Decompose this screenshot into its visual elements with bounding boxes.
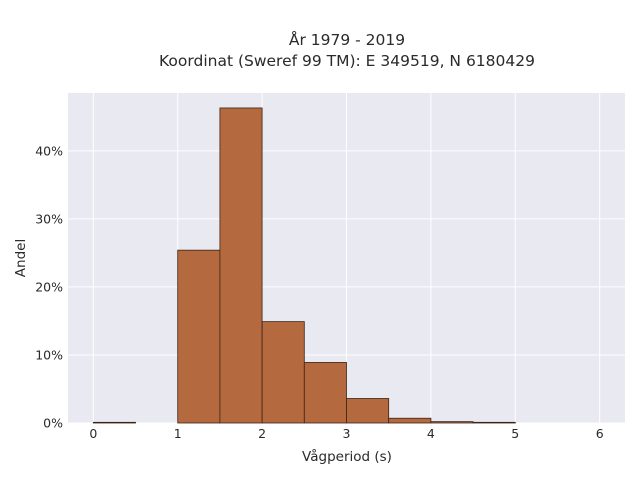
x-tick-label-0: 0 xyxy=(89,426,97,441)
chart-title-line-1: År 1979 - 2019 xyxy=(289,30,405,49)
x-tick-labels: 0 1 2 3 4 5 6 xyxy=(89,426,603,441)
histogram-bar-6 xyxy=(346,398,390,424)
y-tick-label-0: 0% xyxy=(43,416,63,431)
histogram-bar-5 xyxy=(303,362,347,424)
histogram-bar-9 xyxy=(472,421,516,424)
histogram-bar-3 xyxy=(219,107,263,424)
histogram-bar-4 xyxy=(261,321,305,424)
x-tick-label-2: 2 xyxy=(258,426,266,441)
histogram-bars xyxy=(92,107,516,424)
chart-title-line-2: Koordinat (Sweref 99 TM): E 349519, N 61… xyxy=(159,52,535,70)
histogram-bar-0 xyxy=(92,421,136,424)
x-tick-label-3: 3 xyxy=(343,426,351,441)
x-tick-label-6: 6 xyxy=(596,426,604,441)
histogram-bar-7 xyxy=(388,417,432,424)
x-tick-label-5: 5 xyxy=(511,426,519,441)
histogram-bar-8 xyxy=(430,421,474,424)
y-tick-labels: 0% 10% 20% 30% 40% xyxy=(35,143,63,430)
x-axis-label: Vågperiod (s) xyxy=(302,448,392,465)
y-axis-label: Andel xyxy=(13,239,29,277)
y-tick-label-3: 30% xyxy=(35,211,63,226)
y-tick-label-2: 20% xyxy=(35,279,63,294)
x-tick-label-4: 4 xyxy=(427,426,435,441)
y-tick-label-1: 10% xyxy=(35,347,63,362)
histogram-bar-2 xyxy=(177,249,221,424)
y-tick-label-4: 40% xyxy=(35,143,63,158)
x-tick-label-1: 1 xyxy=(174,426,182,441)
